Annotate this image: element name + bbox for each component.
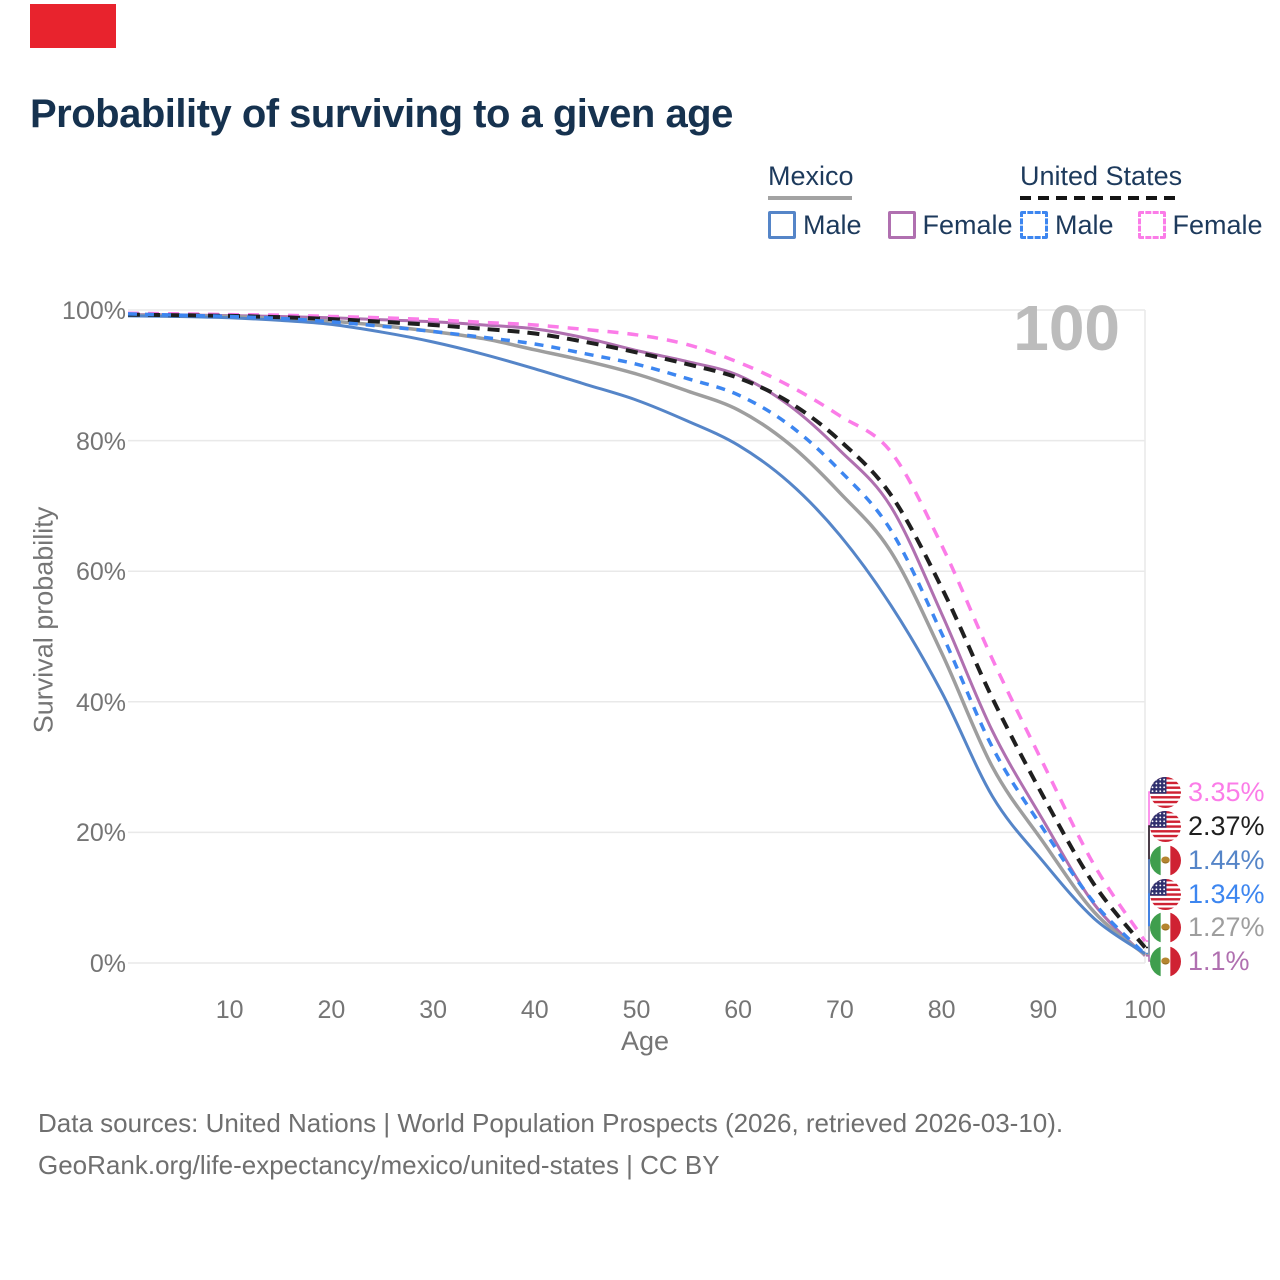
x-tick-60: 60 [724,996,753,1024]
us-flag-icon [1150,810,1181,842]
end-label-mexico-all: 1.27% [1150,910,1265,944]
mexico-flag-icon [1150,844,1181,876]
mexico-flag-icon [1150,911,1181,943]
legend-mexico-label: Mexico [768,161,854,191]
y-tick-20: 20% [75,819,126,848]
series-line-mx_male [127,314,1146,955]
y-tick-40: 40% [75,688,126,717]
us-female-swatch-icon [1137,211,1166,239]
y-tick-80: 80% [75,427,126,456]
mexico-flag-icon [1150,945,1181,977]
series-line-mx_all [127,313,1147,957]
age-watermark: 100 [1013,292,1120,364]
red-box-marker [30,4,116,48]
legend-item-us-female[interactable]: Female [1137,209,1263,240]
legend-item-label: Female [922,209,1013,240]
legend-item-label: Female [1172,209,1263,240]
legend-item-mexico-male[interactable]: Male [768,211,862,239]
legend-united-states-label: United States [1020,161,1183,191]
x-tick-80: 80 [927,996,956,1024]
end-label-value: 1.44% [1188,844,1265,875]
legend-united-states-line-sample [1020,196,1177,200]
legend-item-label: Male [1055,209,1114,240]
series-line-us_female [127,311,1147,943]
end-label-us-female: 3.35% [1150,775,1265,809]
us-flag-icon [1150,776,1181,808]
mexico-female-swatch-icon [887,211,916,239]
x-tick-30: 30 [419,996,447,1024]
x-tick-70: 70 [825,996,854,1024]
x-tick-90: 90 [1029,996,1058,1024]
series-line-us_all [127,312,1147,949]
legend-item-us-male[interactable]: Male [1020,211,1114,239]
footer-data-sources: Data sources: United Nations | World Pop… [38,1108,1064,1138]
y-tick-60: 60% [75,558,126,587]
us-flag-icon [1150,878,1181,910]
x-tick-50: 50 [622,996,651,1024]
us-male-swatch-icon [1020,211,1048,239]
footer-attribution: GeoRank.org/life-expectancy/mexico/unite… [38,1150,720,1180]
legend-mexico-line-sample [768,196,852,200]
end-label-mexico-female: 1.1% [1150,944,1250,978]
legend-item-label: Male [803,209,862,240]
y-tick-100: 100% [62,297,126,325]
series-line-us_male [127,312,1147,956]
x-tick-40: 40 [520,996,549,1024]
mexico-male-swatch-icon [768,211,796,239]
y-tick-0: 0% [89,950,126,978]
end-label-us-all: 2.37% [1150,809,1265,843]
series-line-mx_female [127,313,1147,957]
x-tick-100: 100 [1124,996,1166,1024]
end-label-value: 3.35% [1188,776,1265,807]
x-axis-title: Age [620,1026,670,1056]
legend-group-mexico: Mexico Male Female [768,163,1013,239]
end-label-value: 1.34% [1188,878,1265,909]
end-label-value: 1.1% [1188,945,1250,976]
legend-item-mexico-female[interactable]: Female [887,209,1013,240]
y-axis-title: Survival probability [28,506,59,734]
end-label-value: 1.27% [1188,911,1265,942]
x-tick-20: 20 [317,996,346,1024]
page-title: Probability of surviving to a given age [30,92,733,136]
end-label-us-male: 1.34% [1150,877,1265,911]
end-label-value: 2.37% [1188,810,1265,841]
x-tick-10: 10 [215,996,244,1024]
legend-group-united-states: United States Male Female [1020,163,1263,239]
end-label-mexico-male: 1.44% [1150,843,1265,877]
